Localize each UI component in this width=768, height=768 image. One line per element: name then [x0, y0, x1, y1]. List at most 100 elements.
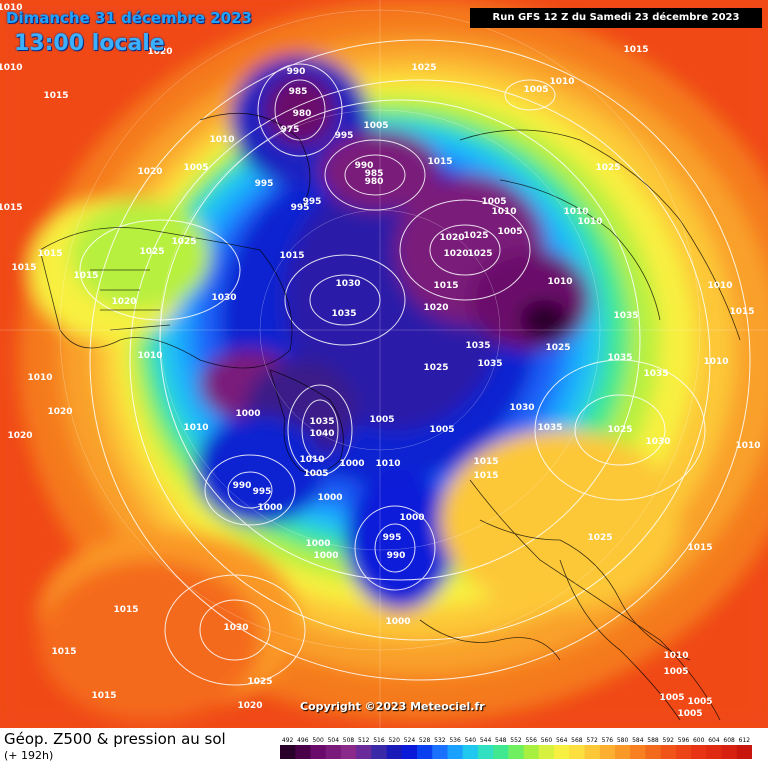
isobar-label: 1035	[331, 309, 356, 319]
isobar-label: 1015	[113, 605, 138, 615]
isobar-label: 1005	[659, 693, 684, 703]
legend-tick-label: 596	[678, 737, 690, 744]
isobar-label: 1010	[703, 357, 728, 367]
isobar-label: 1015	[473, 471, 498, 481]
isobar-label: 980	[365, 177, 384, 187]
legend-color-swatch	[675, 745, 692, 759]
isobar-label: 1030	[645, 437, 670, 447]
isobar-label: 990	[355, 161, 374, 171]
legend-color-swatch	[554, 745, 570, 759]
isobar-label: 1035	[607, 353, 632, 363]
legend-tick-label: 580	[617, 737, 629, 744]
isobar-label: 1005	[363, 121, 388, 131]
isobar-label: 995	[291, 203, 310, 213]
isobar-label: 1005	[429, 425, 454, 435]
isobar-label: 1005	[687, 697, 712, 707]
isobar-label: 1010	[375, 459, 400, 469]
isobar-label: 1020	[439, 233, 464, 243]
isobar-label: 1025	[247, 677, 272, 687]
isobar-label: 1025	[171, 237, 196, 247]
copyright-notice: Copyright ©2023 Meteociel.fr	[300, 700, 485, 713]
isobar-label: 1020	[47, 407, 72, 417]
isobar-label: 1020	[147, 47, 172, 57]
legend-tick-label: 492	[282, 737, 294, 744]
isobar-label: 990	[287, 67, 306, 77]
isobar-label: 1020	[137, 167, 162, 177]
isobar-label: 1010	[299, 455, 324, 465]
isobar-label: 1010	[0, 3, 23, 13]
isobar-label: 1010	[707, 281, 732, 291]
legend-tick-label: 520	[388, 737, 400, 744]
isobar-label: 1030	[509, 403, 534, 413]
isobar-label: 1005	[663, 667, 688, 677]
isobar-label: 1025	[423, 363, 448, 373]
isobar-lines	[79, 39, 751, 686]
isobar-label: 1005	[497, 227, 522, 237]
isobar-label: 1035	[537, 423, 562, 433]
legend-tick-label: 576	[602, 737, 614, 744]
legend-tick-label: 544	[480, 737, 492, 744]
legend-tick-label: 524	[404, 737, 416, 744]
isobar-label: 1020	[237, 701, 262, 711]
isobar-label: 1005	[183, 163, 208, 173]
isobar-label: 1005	[481, 197, 506, 207]
isobar-label: 1030	[223, 623, 248, 633]
isobar-label: 1000	[339, 459, 364, 469]
legend-tick-label: 612	[739, 737, 751, 744]
color-scale-legend: 492 496 500 504 508 512 516 520 524 528 532 536 540 5…	[280, 737, 752, 759]
isobar-label: 1010	[209, 135, 234, 145]
legend-tick-label: 512	[358, 737, 370, 744]
isobar-label: 1010	[563, 207, 588, 217]
isobar-label: 1010	[491, 207, 516, 217]
isobar-label: 1005	[303, 469, 328, 479]
legend-color-swatch	[295, 745, 311, 759]
isobar-label: 1025	[587, 533, 612, 543]
legend-color-swatch	[736, 745, 752, 759]
isobar-label: 1015	[51, 647, 76, 657]
legend-color-swatch	[599, 745, 616, 759]
isobar-label: 995	[253, 487, 272, 497]
isobar-label: 975	[281, 125, 300, 135]
isobar-label: 1000	[313, 551, 338, 561]
legend-color-swatch	[523, 745, 540, 759]
z500-color-field	[0, 0, 768, 728]
isobar-label: 995	[383, 533, 402, 543]
isobar-label: 1025	[607, 425, 632, 435]
legend-tick-label: 552	[510, 737, 522, 744]
isobar-label: 980	[293, 109, 312, 119]
isobar-label: 1015	[427, 157, 452, 167]
isobar-label: 1010	[0, 63, 23, 73]
legend-tick-label: 516	[373, 737, 385, 744]
isobar-label: 990	[233, 481, 252, 491]
isobar-label: 995	[255, 179, 274, 189]
legend-color-swatch	[630, 745, 646, 759]
legend-color-swatch	[721, 745, 738, 759]
legend-color-swatch	[401, 745, 418, 759]
legend-tick-label: 608	[723, 737, 735, 744]
legend-color-swatch	[645, 745, 662, 759]
legend-tick-label: 572	[586, 737, 598, 744]
legend-tick-label: 496	[297, 737, 309, 744]
isobar-label: 1000	[399, 513, 424, 523]
forecast-time-title: 13:00 locale	[14, 31, 165, 56]
legend-tick-label: 560	[541, 737, 553, 744]
isobar-label: 1025	[467, 249, 492, 259]
isobar-label: 1035	[477, 359, 502, 369]
isobar-label: 1000	[235, 409, 260, 419]
isobar-label: 1010	[549, 77, 574, 87]
legend-color-swatch	[310, 745, 327, 759]
map-footer: Géop. Z500 & pression au sol (+ 192h) 49…	[0, 728, 768, 768]
legend-tick-label: 528	[419, 737, 431, 744]
legend-color-swatch	[356, 745, 372, 759]
isobar-label: 1010	[577, 217, 602, 227]
isobar-label: 1015	[623, 45, 648, 55]
legend-color-swatch	[477, 745, 494, 759]
isobar-label: 1025	[595, 163, 620, 173]
legend-tick-label: 592	[663, 737, 675, 744]
isobar-label: 1010	[27, 373, 52, 383]
legend-tick-label: 588	[647, 737, 659, 744]
legend-tick-label: 568	[571, 737, 583, 744]
isobar-label: 1005	[369, 415, 394, 425]
legend-tick-label: 600	[693, 737, 705, 744]
